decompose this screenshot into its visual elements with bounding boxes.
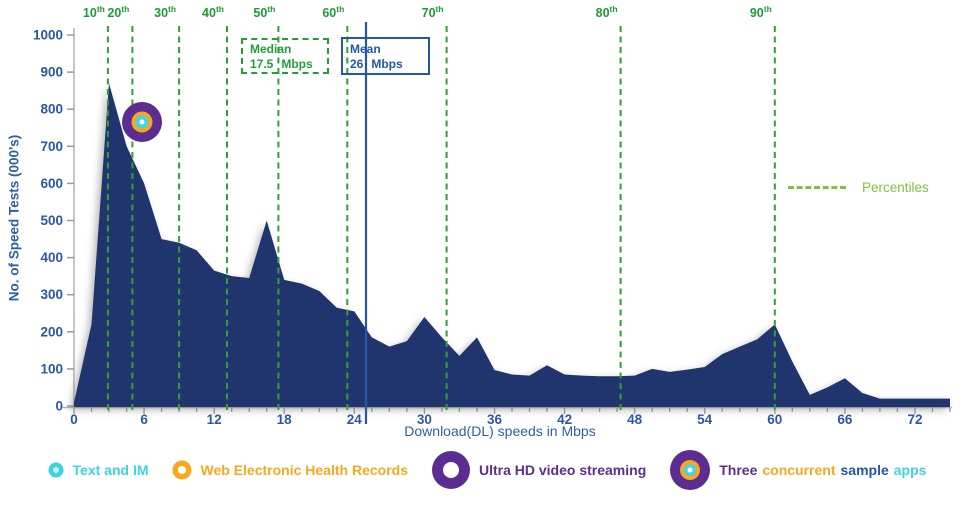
percentile-label: 90th [749,4,772,21]
legend-item-label: Ultra HD video streaming [479,462,646,478]
svg-text:48: 48 [627,412,643,427]
legend-label-part: concurrent [762,462,836,478]
median-annotation-box: Median 17.5 Mbps [241,38,329,74]
y-axis-title: No. of Speed Tests (000's) [6,134,22,302]
svg-text:72: 72 [907,412,922,427]
svg-text:300: 300 [40,287,63,302]
legend-item: Ultra HD video streaming [431,451,646,489]
median-title: Median [250,42,292,56]
svg-text:12: 12 [207,412,222,427]
ring [442,462,459,478]
plot-area: 0 100 200 300 400 500 600 700 800 900 1000 0 6 12 18 24… [33,22,952,427]
ring [139,119,145,125]
svg-text:0: 0 [70,412,78,427]
legend-label-part: Text and IM [72,462,149,478]
svg-text:900: 900 [40,65,63,80]
legend-item-label: Text and IM [73,462,149,478]
ring [53,467,60,473]
legend-item-label: Web Electronic Health Records [201,462,408,478]
svg-text:400: 400 [40,250,63,265]
svg-text:36: 36 [487,412,503,427]
text-im-icon [48,462,64,478]
three-concurrent-apps-marker [122,102,162,142]
legend-item: Three concurrent sample apps [670,450,926,490]
median-value: 17.5 [250,57,274,71]
svg-text:100: 100 [40,361,63,376]
svg-text:200: 200 [40,324,63,339]
legend-item: Text and IM [48,462,149,478]
legend-label-part: Three [719,462,758,478]
legend-item: Web Electronic Health Records [172,460,408,480]
svg-text:42: 42 [557,412,572,427]
svg-text:800: 800 [40,102,63,117]
percentile-label: 40th [202,4,224,21]
percentiles-legend-label: Percentiles [862,180,929,195]
percentile-label: 80th [595,4,618,21]
percentile-label: 70th [421,4,444,21]
legend-label-part: apps [893,462,927,478]
svg-text:500: 500 [40,213,63,228]
svg-text:24: 24 [347,412,363,427]
svg-text:30: 30 [417,412,432,427]
legend-label-part: Web Electronic Health Records [200,462,408,478]
app-legend: Text and IM Web Electronic Health Records… [0,448,975,492]
svg-text:66: 66 [837,412,853,427]
ultra-hd-icon [431,451,470,489]
svg-text:600: 600 [40,176,63,191]
percentile-label: 10th [82,4,105,21]
svg-text:18: 18 [277,412,293,427]
legend-label-part: Ultra HD video streaming [478,462,647,478]
dashed-line-icon [788,186,846,189]
svg-text:6: 6 [140,412,148,427]
mean-value: 26 [350,57,364,71]
svg-text:0: 0 [55,399,63,414]
percentiles-legend: Percentiles [788,180,929,195]
percentile-label: 60th [322,4,345,21]
mean-annotation-box: Mean 26 Mbps [341,37,430,75]
percentile-label: 30th [154,4,177,21]
x-axis-title: Download(DL) speeds in Mbps [404,423,596,439]
mean-unit: Mbps [371,57,403,71]
percentile-label: 50th [253,4,276,21]
median-unit: Mbps [281,57,313,71]
ring [178,466,187,474]
ring [687,467,693,473]
svg-text:60: 60 [767,412,782,427]
mean-title: Mean [350,42,381,56]
svg-text:54: 54 [697,412,713,427]
chart-marker-slot [122,102,162,142]
svg-text:700: 700 [40,139,63,154]
svg-text:1000: 1000 [33,28,63,43]
legend-label-part: sample [840,462,889,478]
web-ehr-icon [172,460,192,480]
legend-item-label: Three concurrent sample apps [719,462,926,478]
percentile-label: 20th [107,4,130,21]
three-concurrent-apps-icon [670,450,711,490]
